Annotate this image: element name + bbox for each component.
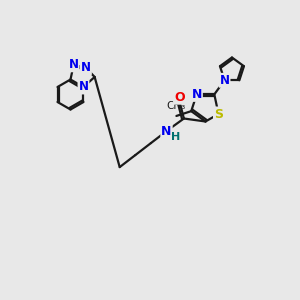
Text: O: O — [174, 91, 185, 104]
Text: S: S — [214, 107, 223, 121]
Text: H: H — [171, 131, 180, 142]
Text: N: N — [69, 58, 79, 71]
Text: N: N — [79, 80, 88, 94]
Text: CH₃: CH₃ — [166, 101, 185, 112]
Text: N: N — [191, 88, 202, 101]
Text: N: N — [81, 61, 91, 74]
Text: N: N — [220, 74, 230, 87]
Text: N: N — [161, 124, 172, 138]
